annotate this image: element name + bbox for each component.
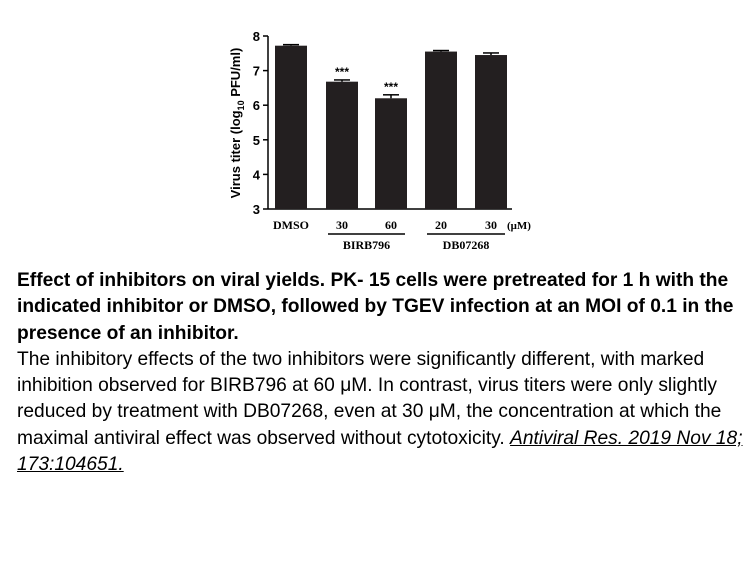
citation-link[interactable]: Antiviral Res. 2019 Nov 18; 173:104651. [17, 427, 743, 476]
x-tick-label: 60 [385, 218, 397, 232]
y-tick-label: 3 [253, 202, 260, 217]
y-tick-label: 8 [253, 29, 260, 44]
bar [375, 98, 407, 209]
bar [475, 55, 507, 209]
significance-marker: *** [384, 80, 398, 94]
caption-body: The inhibitory effects of the two inhibi… [17, 348, 722, 449]
caption-body-text: The inhibitory effects of the two inhibi… [17, 347, 747, 478]
x-tick-label: DMSO [273, 218, 309, 232]
y-axis-label-unit: PFU/ml) [228, 48, 243, 101]
x-unit-label: (μM) [507, 220, 531, 232]
figure-caption: Effect of inhibitors on viral yields. PK… [17, 268, 747, 478]
y-tick-label: 6 [253, 98, 260, 113]
bar [275, 45, 307, 209]
x-tick-label: 20 [435, 218, 447, 232]
y-tick-label: 7 [253, 64, 260, 79]
group-label: BIRB796 [343, 238, 390, 252]
bar [326, 81, 358, 209]
y-axis-label-main: Virus titer (log [228, 110, 243, 198]
group-label: DB07268 [443, 238, 490, 252]
x-tick-label: 30 [485, 218, 497, 232]
bar-chart: 3 4 5 6 7 8 Virus titer (log10 PFU/ml) DMSO *** 3… [0, 0, 756, 262]
y-tick-label: 5 [253, 133, 260, 148]
caption-bold-text: Effect of inhibitors on viral yields. PK… [17, 270, 734, 344]
y-axis-label: Virus titer (log10 PFU/ml) [228, 48, 246, 199]
y-tick-label: 4 [253, 167, 261, 182]
significance-marker: *** [335, 65, 349, 79]
y-axis-label-subscript: 10 [236, 100, 246, 110]
chart-svg: 3 4 5 6 7 8 Virus titer (log10 PFU/ml) DMSO *** 3… [228, 29, 531, 252]
bar [425, 51, 457, 209]
x-tick-label: 30 [336, 218, 348, 232]
